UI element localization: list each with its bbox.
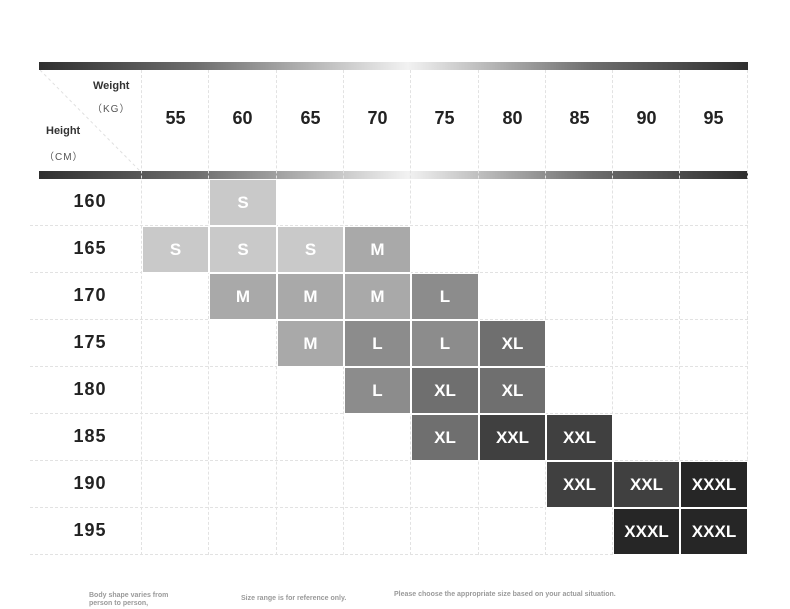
note-body-shape-line1: Body shape varies from [89, 592, 169, 599]
weight-column-header: 55 [165, 108, 186, 128]
size-cell: XXXL [680, 461, 748, 508]
row-divider [30, 554, 748, 555]
size-cell: XL [479, 320, 546, 367]
height-row-header: 190 [73, 473, 107, 493]
weight-column-header: 70 [367, 108, 388, 128]
row-divider [30, 460, 748, 461]
weight-column-header: 90 [636, 108, 657, 128]
height-row-header: 160 [73, 191, 107, 211]
size-cell: XXXL [613, 508, 680, 555]
size-cell: L [411, 273, 479, 320]
height-row-header: 170 [73, 285, 107, 305]
size-cell: XXL [613, 461, 680, 508]
weight-unit: （KG） [92, 104, 131, 115]
row-divider [30, 225, 748, 226]
column-divider [208, 70, 209, 555]
note-reference: Size range is for reference only. [241, 595, 347, 602]
size-cell: S [209, 226, 277, 273]
size-cell: XXL [546, 461, 613, 508]
size-cell: XXXL [680, 508, 748, 555]
column-divider [612, 70, 613, 555]
top-gradient-bar [39, 62, 748, 70]
column-divider [141, 70, 142, 555]
note-choose-size: Please choose the appropriate size based… [394, 591, 616, 598]
weight-column-header: 65 [300, 108, 321, 128]
size-cell: XL [479, 367, 546, 414]
height-row-header: 175 [73, 332, 107, 352]
weight-column-header: 80 [502, 108, 523, 128]
height-row-header: 185 [73, 426, 107, 446]
note-body-shape: Body shape varies from person to person, [89, 592, 168, 608]
column-divider [747, 70, 748, 555]
size-cell: L [411, 320, 479, 367]
size-cell: XXL [546, 414, 613, 461]
height-row-header: 195 [73, 520, 107, 540]
height-unit: （CM） [44, 152, 84, 163]
height-row-header: 180 [73, 379, 107, 399]
height-row-header: 165 [73, 238, 107, 258]
size-cell: L [344, 320, 411, 367]
size-cell: M [277, 273, 344, 320]
size-cell: S [277, 226, 344, 273]
size-cell: M [277, 320, 344, 367]
height-label: Height [46, 125, 81, 137]
size-cell: XXL [479, 414, 546, 461]
column-divider [545, 70, 546, 555]
weight-column-header: 85 [569, 108, 590, 128]
size-cell: L [344, 367, 411, 414]
size-cell: M [344, 226, 411, 273]
size-cell: S [142, 226, 209, 273]
size-cell: M [209, 273, 277, 320]
header-gradient-bar [39, 171, 748, 179]
row-divider [30, 507, 748, 508]
weight-label: Weight [93, 80, 130, 92]
size-cell: XL [411, 367, 479, 414]
size-cell: S [209, 179, 277, 226]
weight-column-header: 75 [434, 108, 455, 128]
column-divider [679, 70, 680, 555]
note-body-shape-line2: person to person, [89, 600, 149, 607]
size-cell: XL [411, 414, 479, 461]
weight-column-header: 60 [232, 108, 253, 128]
weight-column-header: 95 [703, 108, 724, 128]
size-cell: M [344, 273, 411, 320]
